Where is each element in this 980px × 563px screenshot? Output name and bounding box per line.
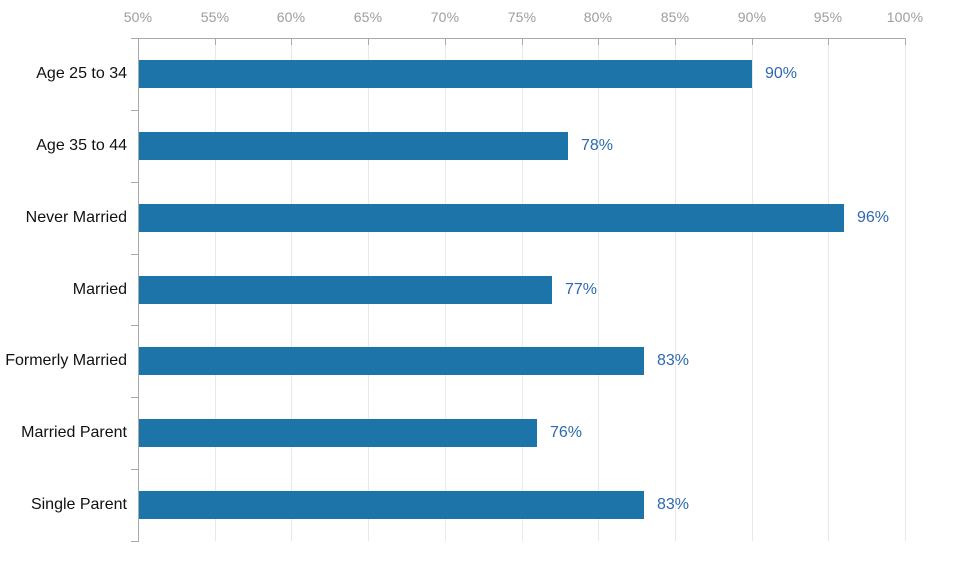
category-label: Married Parent (21, 424, 127, 441)
x-axis-line (138, 38, 906, 39)
bar-value-label: 77% (565, 281, 598, 298)
category-label: Age 25 to 34 (36, 65, 127, 82)
x-axis-tick-label: 80% (583, 9, 613, 25)
bar-value-label: 78% (581, 137, 614, 154)
bar (138, 276, 552, 304)
x-gridline (598, 38, 599, 541)
category-label: Formerly Married (5, 352, 127, 369)
y-axis-tick (131, 38, 138, 39)
bar-value-label: 83% (657, 352, 690, 369)
category-label: Age 35 to 44 (36, 137, 127, 154)
bar (138, 60, 752, 88)
x-axis-tick-label: 75% (507, 9, 537, 25)
x-axis-tick (828, 38, 829, 45)
plot-area: 90% 78% 96% 77% 83% 76% 83% (138, 38, 906, 541)
bar (138, 491, 644, 519)
bar-value-label: 90% (765, 65, 798, 82)
y-axis-tick (131, 469, 138, 470)
y-axis-tick (131, 325, 138, 326)
y-axis-tick (131, 397, 138, 398)
x-axis-tick (368, 38, 369, 45)
bar (138, 347, 644, 375)
x-axis-tick-label: 55% (200, 9, 230, 25)
x-axis-tick-label: 95% (813, 9, 843, 25)
category-label: Never Married (25, 209, 127, 226)
category-label: Single Parent (30, 496, 127, 513)
x-axis-tick (598, 38, 599, 45)
x-gridline (752, 38, 753, 541)
x-axis-tick-label: 90% (737, 9, 767, 25)
x-axis-tick (905, 38, 906, 45)
bar (138, 132, 568, 160)
x-axis-tick-label: 50% (123, 9, 153, 25)
x-axis-tick (752, 38, 753, 45)
x-gridline (675, 38, 676, 541)
x-gridline (828, 38, 829, 541)
y-axis-line (138, 38, 139, 542)
bar (138, 419, 537, 447)
x-axis-tick (291, 38, 292, 45)
bar-value-label: 83% (657, 496, 690, 513)
category-label: Married (72, 281, 127, 298)
y-axis-tick (131, 110, 138, 111)
x-gridline (905, 38, 906, 541)
x-axis-tick-label: 65% (353, 9, 383, 25)
x-axis-tick (675, 38, 676, 45)
y-axis-tick (131, 182, 138, 183)
bar-value-label: 76% (550, 424, 583, 441)
x-axis-tick (445, 38, 446, 45)
x-axis-tick-label: 100% (886, 9, 924, 25)
bar (138, 204, 844, 232)
x-axis-tick (215, 38, 216, 45)
bar-value-label: 96% (857, 209, 890, 226)
x-axis-tick (522, 38, 523, 45)
x-axis-tick-label: 60% (276, 9, 306, 25)
x-axis-tick-label: 70% (430, 9, 460, 25)
y-axis-tick (131, 254, 138, 255)
x-axis-tick-label: 85% (660, 9, 690, 25)
y-axis-tick (131, 541, 138, 542)
